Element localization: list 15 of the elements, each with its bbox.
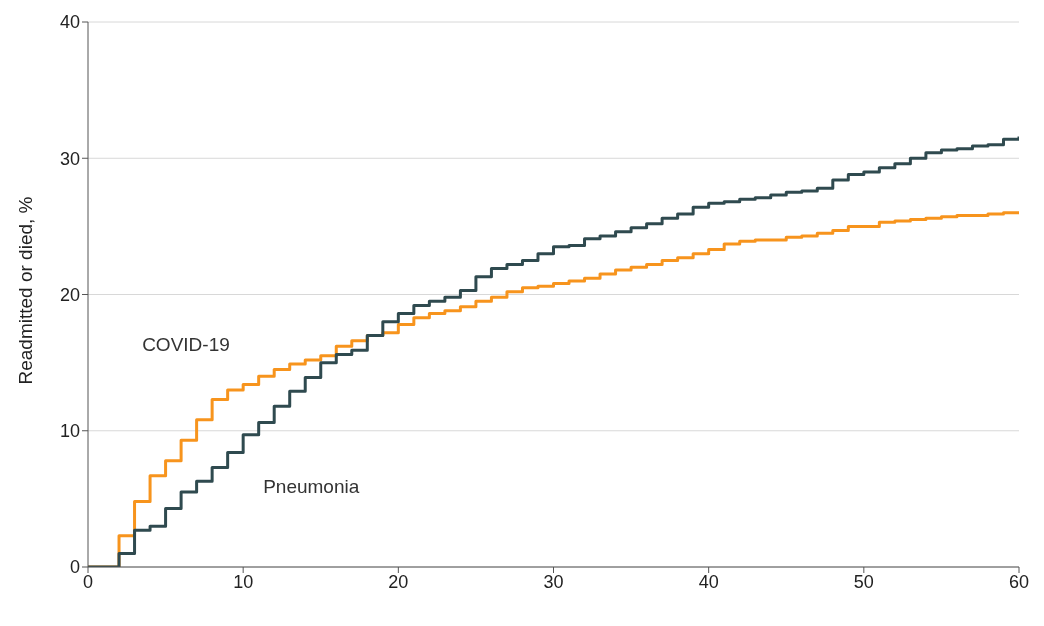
series-label: Pneumonia bbox=[263, 475, 360, 497]
y-tick-label: 20 bbox=[59, 284, 80, 305]
y-tick-label: 0 bbox=[69, 557, 80, 578]
series-label: COVID-19 bbox=[142, 334, 230, 356]
x-tick-label: 0 bbox=[82, 571, 94, 592]
x-tick-label: 60 bbox=[1008, 571, 1030, 592]
y-tick-label: 10 bbox=[59, 421, 80, 442]
x-tick-label: 30 bbox=[543, 571, 564, 592]
y-tick-label: 40 bbox=[59, 12, 80, 33]
x-tick-label: 20 bbox=[388, 571, 409, 592]
x-tick-label: 40 bbox=[698, 571, 719, 592]
y-axis-title: Readmitted or died, % bbox=[14, 196, 36, 385]
y-tick-label: 30 bbox=[59, 148, 80, 169]
x-tick-label: 10 bbox=[233, 571, 254, 592]
x-tick-label: 50 bbox=[853, 571, 874, 592]
